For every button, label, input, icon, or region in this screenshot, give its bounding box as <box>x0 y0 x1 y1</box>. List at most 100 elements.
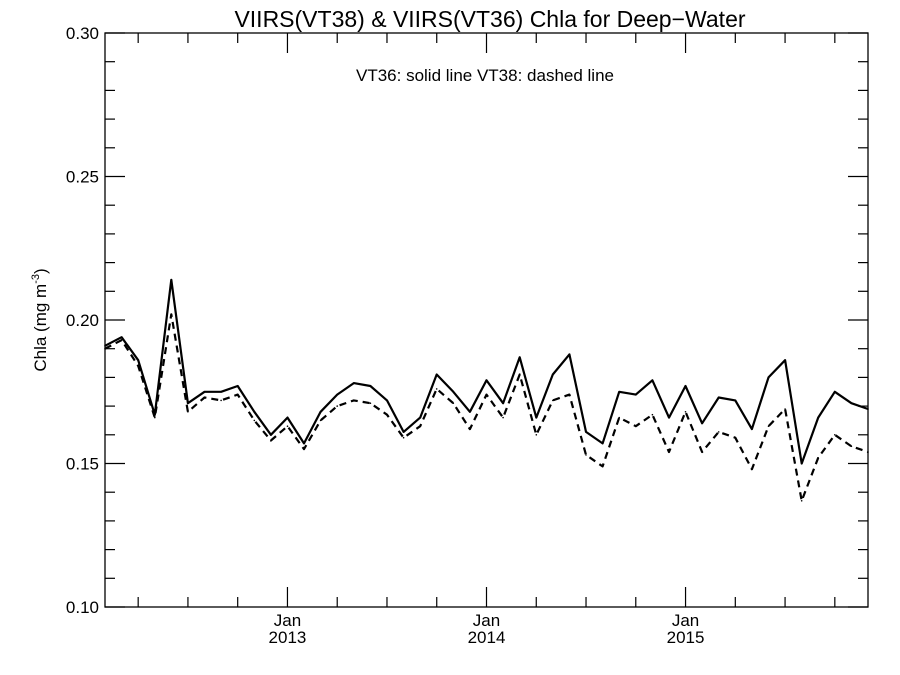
data-point-dashed <box>104 347 106 350</box>
data-point-solid <box>651 379 654 382</box>
x-tick-label-year: 2015 <box>667 628 705 647</box>
data-point-dashed <box>485 393 488 396</box>
data-point-solid <box>535 416 538 419</box>
data-point-dashed <box>867 451 869 453</box>
data-point-dashed <box>568 393 571 396</box>
data-point-dashed <box>120 339 123 341</box>
series-line-dashed <box>104 313 869 502</box>
data-point-dashed <box>386 413 388 416</box>
legend-annotation: VT36: solid line VT38: dashed line <box>356 66 614 85</box>
data-point-dashed <box>800 500 803 502</box>
y-axis-label: Chla (mg m-3) <box>30 268 50 371</box>
x-tick-label-month: Jan <box>274 611 301 630</box>
data-point-dashed <box>187 411 189 413</box>
y-axis-label-close: ) <box>31 268 50 274</box>
data-point-solid <box>867 408 869 410</box>
data-point-dashed <box>369 402 372 405</box>
y-tick-label: 0.30 <box>66 24 99 43</box>
data-point-solid <box>137 359 139 362</box>
data-point-dashed <box>701 451 703 453</box>
data-point-dashed <box>834 434 836 436</box>
data-point-dashed <box>751 468 753 471</box>
data-point-solid <box>800 462 803 465</box>
data-point-solid <box>170 279 173 281</box>
data-point-dashed <box>170 313 173 316</box>
data-point-solid <box>834 391 836 393</box>
data-point-solid <box>270 434 272 436</box>
series-line-solid <box>104 278 869 465</box>
y-tick-label: 0.10 <box>66 598 99 617</box>
data-point-solid <box>701 422 703 425</box>
data-point-solid <box>303 442 305 445</box>
data-point-solid <box>568 353 571 356</box>
data-point-dashed <box>253 419 256 422</box>
data-point-solid <box>635 393 637 396</box>
y-tick-label: 0.20 <box>66 311 99 330</box>
data-point-dashed <box>552 399 554 402</box>
series-group <box>104 278 869 502</box>
data-point-dashed <box>585 454 587 456</box>
data-point-dashed <box>817 457 819 459</box>
data-point-dashed <box>684 411 687 413</box>
data-point-solid <box>104 345 106 347</box>
data-point-dashed <box>203 396 206 399</box>
data-point-solid <box>369 385 372 387</box>
data-point-solid <box>684 385 687 387</box>
y-axis-label-main: Chla (mg m <box>31 284 50 372</box>
data-point-solid <box>319 411 322 413</box>
data-point-dashed <box>535 434 538 436</box>
data-point-dashed <box>518 373 521 376</box>
plot-frame <box>104 32 869 608</box>
data-point-dashed <box>734 436 737 439</box>
data-point-dashed <box>270 439 272 442</box>
data-point-dashed <box>767 425 770 428</box>
x-tick-label-year: 2013 <box>269 628 307 647</box>
data-point-dashed <box>469 428 471 430</box>
data-point-dashed <box>784 408 786 410</box>
data-point-dashed <box>286 425 289 428</box>
data-point-solid <box>253 411 256 413</box>
y-tick-label: 0.25 <box>66 168 99 187</box>
data-point-dashed <box>236 393 239 396</box>
data-point-solid <box>236 385 239 387</box>
data-point-solid <box>203 391 206 393</box>
data-point-dashed <box>668 451 670 453</box>
chart-title: VIIRS(VT38) & VIIRS(VT36) Chla for Deep−… <box>234 6 745 32</box>
data-point-dashed <box>419 425 422 428</box>
data-point-solid <box>552 373 554 376</box>
data-point-solid <box>784 359 786 362</box>
data-point-solid <box>717 396 720 399</box>
data-point-dashed <box>435 388 438 390</box>
data-point-solid <box>751 428 753 430</box>
data-point-solid <box>817 416 819 419</box>
x-tick-label-month: Jan <box>473 611 500 630</box>
data-point-solid <box>668 416 670 419</box>
data-point-solid <box>469 411 471 413</box>
data-point-dashed <box>154 416 156 419</box>
data-point-solid <box>120 336 123 339</box>
data-point-solid <box>187 402 189 405</box>
data-point-solid <box>618 391 620 393</box>
data-point-dashed <box>717 431 720 433</box>
data-point-dashed <box>601 465 604 468</box>
data-point-solid <box>220 391 222 393</box>
x-tick-label-year: 2014 <box>468 628 506 647</box>
data-point-solid <box>734 399 737 402</box>
x-tick-label-month: Jan <box>672 611 699 630</box>
data-point-dashed <box>635 425 637 428</box>
data-point-solid <box>585 431 587 433</box>
y-axis-label-sup: -3 <box>30 274 42 284</box>
data-point-dashed <box>303 448 305 450</box>
data-point-dashed <box>651 413 654 416</box>
data-point-dashed <box>137 365 139 367</box>
data-point-solid <box>336 393 339 396</box>
data-point-solid <box>419 416 422 419</box>
data-point-solid <box>286 416 289 419</box>
data-point-dashed <box>502 416 504 419</box>
data-point-solid <box>518 356 521 359</box>
y-ticks: 0.10 0.15 0.20 0.25 0.30 <box>66 24 868 617</box>
data-point-dashed <box>618 416 620 419</box>
data-point-solid <box>386 399 388 402</box>
data-point-dashed <box>850 445 853 448</box>
